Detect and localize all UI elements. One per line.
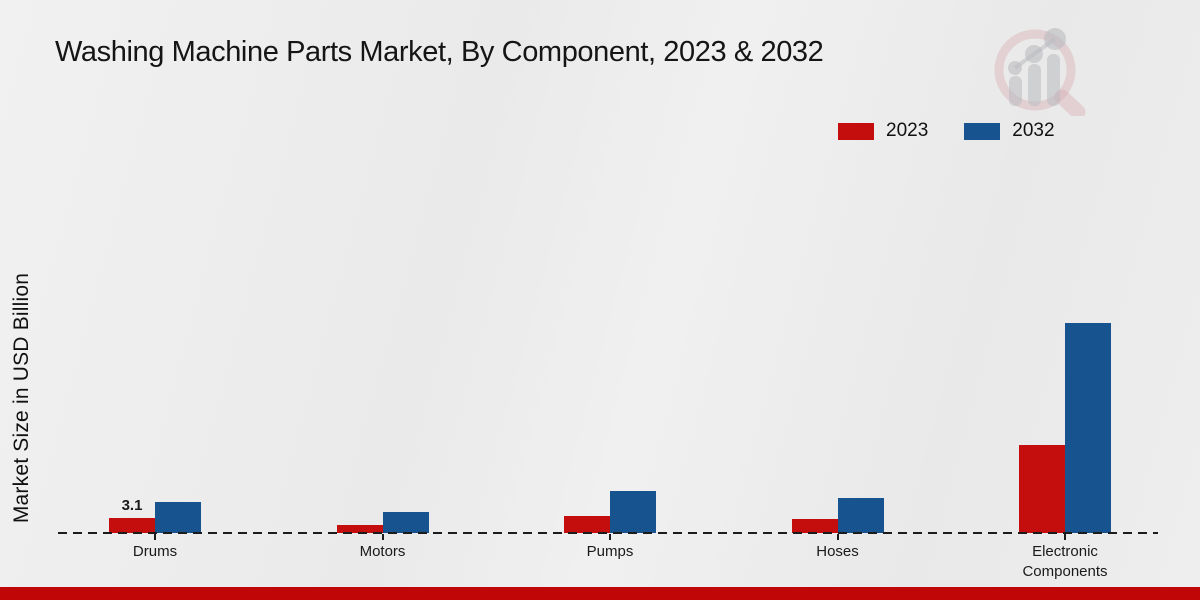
bar-drums-2032 <box>155 502 201 533</box>
legend: 2023 2032 <box>838 120 1055 142</box>
x-axis-tick <box>836 534 839 540</box>
x-axis-tick <box>381 534 384 540</box>
bar-motors-2032 <box>382 512 429 533</box>
legend-item-2023: 2023 <box>838 120 928 142</box>
market-research-future-logo-watermark <box>994 28 1086 116</box>
legend-swatch-2023 <box>838 122 874 140</box>
bar-electronic-components-2032 <box>1065 323 1111 533</box>
growth-dots-icon <box>1008 28 1066 75</box>
x-axis-category-label: Pumps <box>586 543 634 560</box>
footer-accent-stripe <box>0 587 1200 600</box>
x-axis-tick <box>1064 534 1066 540</box>
x-axis-tick <box>154 534 156 540</box>
x-axis-category-label: Electronic Components <box>1022 543 1108 580</box>
bar-electronic-components-2023 <box>1019 445 1065 533</box>
bar-hoses-2032 <box>837 498 884 533</box>
legend-label-2032: 2032 <box>1012 120 1055 141</box>
x-axis-category-label: Motors <box>359 543 406 560</box>
x-axis-category-label: Hoses <box>816 543 859 560</box>
growth-bars-icon <box>1009 54 1060 106</box>
legend-swatch-2032 <box>964 122 1001 140</box>
magnifier-icon <box>994 29 1086 116</box>
bar-pumps-2023 <box>564 516 610 533</box>
bar-hoses-2023 <box>791 519 838 533</box>
bar-drums-2023 <box>109 518 155 533</box>
x-axis-category-label: Drums <box>132 543 178 560</box>
bar-motors-2023 <box>336 525 383 533</box>
legend-label-2023: 2023 <box>886 120 929 141</box>
legend-item-2032: 2032 <box>964 120 1055 142</box>
x-axis-tick <box>609 534 611 540</box>
bar-data-label: 3.1 <box>121 497 143 514</box>
x-axis-baseline <box>58 532 1158 534</box>
bar-pumps-2032 <box>610 491 656 533</box>
chart-title: Washing Machine Parts Market, By Compone… <box>55 36 824 68</box>
